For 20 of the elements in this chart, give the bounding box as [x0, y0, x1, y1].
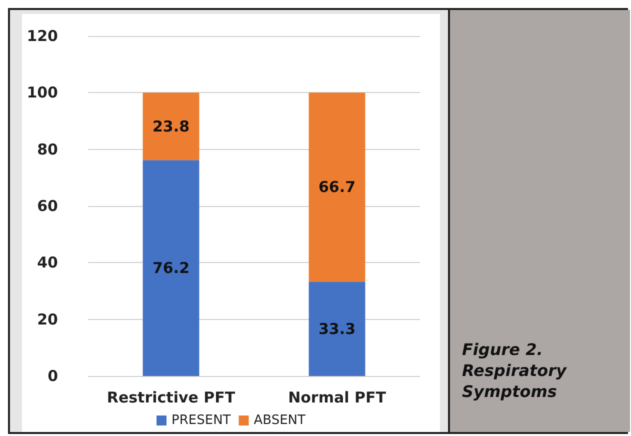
data-label: 23.8 — [152, 117, 190, 136]
x-tick-label: Restrictive PFT — [106, 388, 236, 406]
y-tick-label: 100 — [26, 84, 58, 102]
y-tick-label: 60 — [37, 197, 58, 215]
y-tick-label: 40 — [37, 254, 58, 272]
y-tick-label: 20 — [37, 310, 58, 328]
y-tick-label: 120 — [26, 27, 58, 45]
bar — [308, 282, 366, 376]
y-tick-label: 80 — [37, 140, 58, 158]
x-tick-label: Normal PFT — [288, 388, 387, 406]
caption: Figure 2. Respiratory Symptoms — [462, 339, 568, 402]
data-label: 33.3 — [318, 320, 356, 338]
bar — [308, 92, 366, 282]
data-label: 66.7 — [318, 178, 356, 196]
legend-label: PRESENT — [172, 413, 231, 428]
bar — [142, 92, 200, 160]
legend-label: ABSENT — [254, 413, 306, 428]
y-tick-label: 0 — [48, 367, 58, 385]
data-label: 76.2 — [152, 259, 190, 278]
bar — [142, 160, 200, 376]
